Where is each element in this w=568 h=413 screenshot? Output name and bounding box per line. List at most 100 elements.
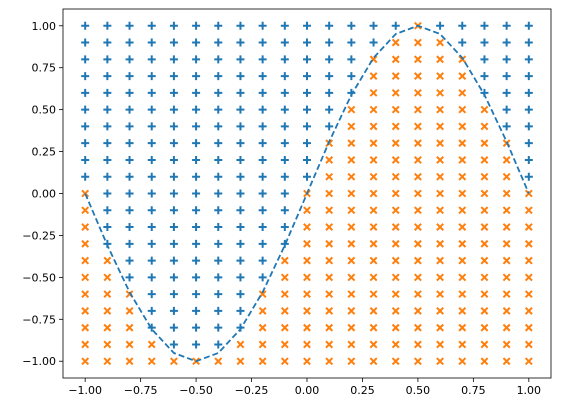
x-marker [325,223,334,231]
x-marker [480,357,489,366]
x-marker [280,273,289,282]
plus-marker [436,21,445,30]
x-marker [502,239,511,248]
x-marker [524,223,533,231]
plus-marker [169,290,178,299]
plus-marker [169,55,178,64]
plus-marker [502,122,511,131]
x-marker [458,139,467,148]
y-tick-label: 1.00 [32,20,57,33]
x-tick-label: 1.00 [517,384,542,397]
plus-marker [147,155,156,164]
x-marker [103,256,112,265]
x-marker [325,239,334,248]
plus-marker [303,155,311,164]
plus-marker [236,206,245,215]
plus-marker [125,88,134,97]
plus-marker [524,55,533,64]
x-marker [458,323,467,332]
plus-marker [192,239,201,248]
x-marker [303,256,311,265]
x-marker [414,307,422,315]
plus-marker [169,122,178,131]
x-marker [391,357,400,366]
plus-marker [192,340,201,349]
x-marker [147,340,156,349]
x-tick-label: −0.25 [235,384,269,397]
x-marker [369,357,378,366]
plus-marker [280,105,289,114]
x-marker [103,307,112,315]
x-marker [480,239,489,248]
x-marker [303,239,311,248]
plus-marker [214,55,223,64]
plus-marker [236,172,245,181]
x-marker [391,290,400,299]
x-marker [436,156,444,164]
plus-marker [169,88,178,97]
x-marker [458,357,467,366]
x-marker [436,239,444,248]
x-marker [414,357,422,366]
plus-marker [147,273,156,282]
x-marker [524,290,533,299]
x-marker [414,156,422,164]
plus-marker [524,139,533,148]
x-marker [524,273,533,282]
x-marker [480,172,489,181]
plus-marker [125,72,134,81]
x-marker [81,290,90,299]
x-marker [502,357,511,366]
plus-marker [458,21,467,30]
plus-marker [258,72,267,81]
x-marker [458,223,467,231]
x-marker [524,256,533,265]
plus-marker [192,273,201,282]
plus-marker [280,155,289,164]
x-marker [524,340,533,349]
y-tick-label: −0.50 [22,271,56,284]
x-marker [125,323,134,332]
x-marker [81,223,90,231]
x-marker [81,340,90,349]
x-marker [391,122,400,131]
plus-marker [169,306,178,315]
plus-marker [214,340,223,349]
plus-marker [169,105,178,114]
x-marker [347,239,356,248]
x-marker [81,239,90,248]
plus-marker [214,21,223,30]
plus-marker [214,122,223,131]
plus-marker [236,155,245,164]
plus-marker [169,223,178,232]
plus-marker [524,38,533,47]
x-marker [436,189,444,198]
x-marker [369,72,378,80]
x-marker [458,72,467,80]
plus-marker [280,72,289,81]
x-marker [325,256,334,265]
x-marker [347,290,356,299]
plus-marker [103,122,112,131]
x-marker [414,105,422,114]
x-marker [414,273,422,282]
x-marker [347,357,356,366]
plus-marker [125,256,134,265]
plus-marker [280,55,289,64]
plus-marker [81,88,90,97]
plus-marker [236,72,245,81]
plus-marker [325,72,334,81]
x-marker [303,223,311,231]
x-marker [391,38,400,47]
x-marker [391,156,400,164]
x-tick-label: −1.00 [68,384,102,397]
x-marker [391,172,400,181]
plus-marker [214,88,223,97]
plus-marker [192,38,201,47]
x-marker [347,307,356,315]
y-axis: −1.00 −0.75 −0.50 −0.25 0.00 0.25 0.50 0.75 1.00 [22,20,63,368]
plus-marker [103,189,112,198]
x-marker [480,290,489,299]
x-marker [436,290,444,299]
x-marker [347,223,356,231]
